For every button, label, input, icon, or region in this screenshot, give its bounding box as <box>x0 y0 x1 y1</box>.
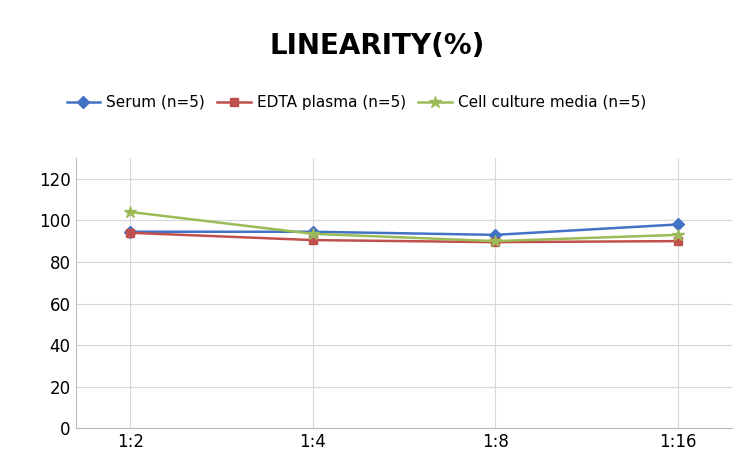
Cell culture media (n=5) <box>673 232 683 238</box>
Line: Serum (n=5): Serum (n=5) <box>126 220 682 239</box>
Text: LINEARITY(%): LINEARITY(%) <box>270 32 485 60</box>
EDTA plasma (n=5) <box>673 239 683 244</box>
EDTA plasma (n=5) <box>308 237 317 243</box>
Legend: Serum (n=5), EDTA plasma (n=5), Cell culture media (n=5): Serum (n=5), EDTA plasma (n=5), Cell cul… <box>60 89 652 116</box>
EDTA plasma (n=5) <box>125 230 135 235</box>
Serum (n=5) <box>673 222 683 227</box>
EDTA plasma (n=5) <box>491 239 500 245</box>
Cell culture media (n=5) <box>308 231 317 236</box>
Line: Cell culture media (n=5): Cell culture media (n=5) <box>124 206 684 247</box>
Serum (n=5) <box>125 229 135 235</box>
Line: EDTA plasma (n=5): EDTA plasma (n=5) <box>126 229 682 246</box>
Serum (n=5) <box>491 232 500 238</box>
Serum (n=5) <box>308 229 317 235</box>
Cell culture media (n=5) <box>125 209 135 215</box>
Cell culture media (n=5) <box>491 239 500 244</box>
